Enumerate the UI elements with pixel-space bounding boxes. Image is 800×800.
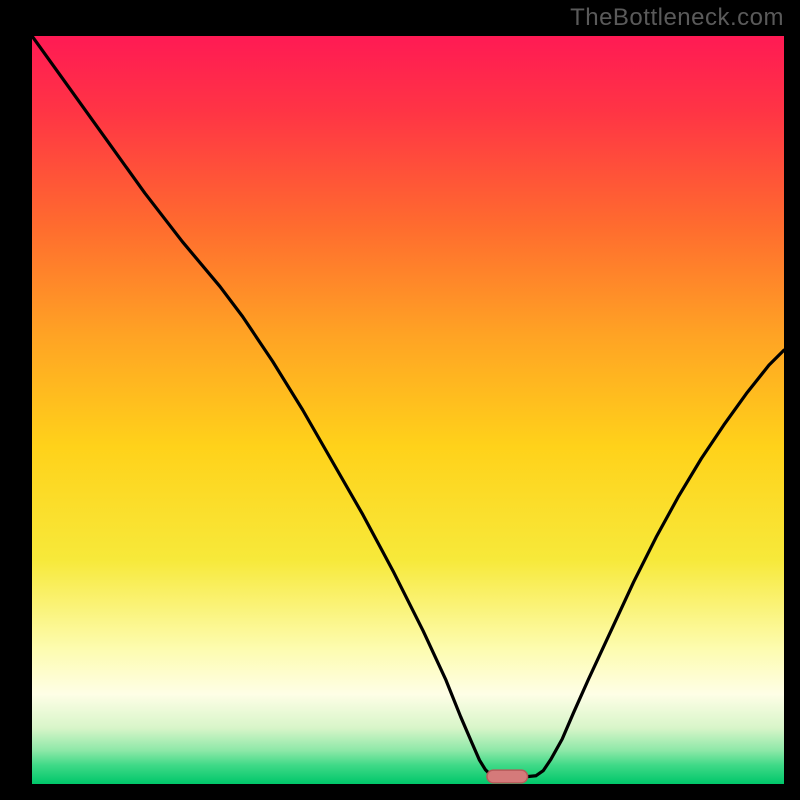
plot-background: [32, 36, 784, 784]
watermark-text: TheBottleneck.com: [570, 4, 784, 32]
plot-svg: [32, 36, 784, 784]
chart-frame: TheBottleneck.com: [0, 0, 800, 800]
optimal-marker: [487, 770, 528, 783]
plot-area: [32, 36, 784, 784]
